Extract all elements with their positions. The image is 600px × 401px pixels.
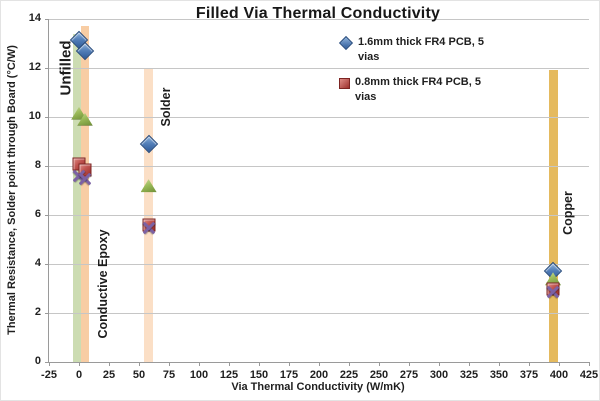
x-tick-label: 225 (339, 369, 359, 381)
gridline (49, 117, 589, 118)
x-tick (139, 362, 140, 366)
x-tick (289, 362, 290, 366)
x-tick (349, 362, 350, 366)
x-tick-label: 400 (549, 369, 569, 381)
plot-area: -25 0 25 50 75 100 125 150 175 200 225 250 275 300 325… (29, 12, 598, 381)
marker-x[interactable] (78, 172, 93, 187)
x-tick (559, 362, 560, 366)
x-tick-label: 275 (399, 369, 419, 381)
x-tick-label: 150 (249, 369, 269, 381)
marker-x[interactable] (141, 221, 156, 236)
gridline (49, 166, 589, 167)
x-axis-title: Via Thermal Conductivity (W/mK) (231, 381, 405, 393)
x-tick-label: 25 (102, 369, 116, 381)
y-tick (45, 215, 49, 216)
y-tick-label: 6 (34, 208, 41, 220)
x-tick-label: 300 (429, 369, 449, 381)
legend: 1.6mm thick FR4 PCB, 5 vias 0.8mm thick … (338, 35, 499, 115)
square-icon (339, 77, 350, 89)
x-tick-label: 0 (75, 369, 83, 381)
x-tick-label: 250 (369, 369, 389, 381)
diamond-icon (338, 35, 354, 51)
x-tick (229, 362, 230, 366)
x-tick-label: 425 (579, 369, 599, 381)
x-tick-label: 75 (162, 369, 176, 381)
band-label-unfilled: Unfilled (57, 40, 75, 96)
legend-label: 0.8mm thick FR4 PCB, 5 vias (355, 75, 481, 104)
y-tick (45, 362, 49, 363)
band-label-solder: Solder (159, 87, 173, 127)
gridline (49, 313, 589, 314)
y-tick-label: 2 (34, 306, 41, 318)
x-tick (199, 362, 200, 366)
y-tick (45, 117, 49, 118)
x-tick (499, 362, 500, 366)
gridline (49, 19, 589, 20)
gridline (49, 264, 589, 265)
y-tick-label: 12 (28, 61, 41, 73)
x-tick (79, 362, 80, 366)
x-tick (259, 362, 260, 366)
marker-x[interactable] (546, 285, 561, 300)
y-tick-label: 4 (34, 257, 41, 269)
chart-title: Filled Via Thermal Conductivity (195, 5, 441, 22)
x-tick (169, 362, 170, 366)
gridline (49, 68, 589, 69)
gridline (49, 215, 589, 216)
band-label-conductive-epoxy: Conductive Epoxy (96, 229, 110, 339)
y-tick-label: 14 (28, 12, 41, 24)
x-tick-label: 125 (219, 369, 239, 381)
x-tick-label: 50 (132, 369, 146, 381)
x-tick (49, 362, 50, 366)
x-tick-label: 200 (309, 369, 329, 381)
x-tick (409, 362, 410, 366)
marker-triangle[interactable] (140, 179, 157, 193)
x-tick-label: 350 (489, 369, 509, 381)
band-label-copper: Copper (561, 190, 575, 235)
x-tick (589, 362, 590, 366)
x-tick-label: -25 (41, 369, 57, 381)
y-tick-label: 8 (34, 159, 41, 171)
legend-label: 1.6mm thick FR4 PCB, 5 vias (358, 36, 484, 64)
y-tick (45, 19, 49, 20)
y-tick (45, 264, 49, 265)
x-tick (469, 362, 470, 366)
band-conductive-epoxy (81, 26, 89, 362)
x-tick (109, 362, 110, 366)
legend-entry-0-8mm[interactable]: 0.8mm thick FR4 PCB, 5 vias (339, 75, 499, 106)
y-tick (45, 166, 49, 167)
marker-diamond[interactable] (139, 134, 158, 154)
x-tick-label: 175 (279, 369, 299, 381)
y-tick-label: 0 (34, 355, 41, 367)
y-tick (45, 68, 49, 69)
x-tick-label: 375 (519, 369, 539, 381)
y-tick (45, 313, 49, 314)
legend-entry-1-6mm[interactable]: 1.6mm thick FR4 PCB, 5 vias (338, 35, 499, 66)
y-tick-label: 10 (28, 110, 41, 122)
x-tick (319, 362, 320, 366)
x-tick (529, 362, 530, 366)
band-unfilled (73, 33, 82, 362)
band-copper (548, 70, 558, 362)
x-tick (439, 362, 440, 366)
x-tick-label: 325 (459, 369, 479, 381)
x-tick (379, 362, 380, 366)
x-tick-label: 100 (189, 369, 209, 381)
